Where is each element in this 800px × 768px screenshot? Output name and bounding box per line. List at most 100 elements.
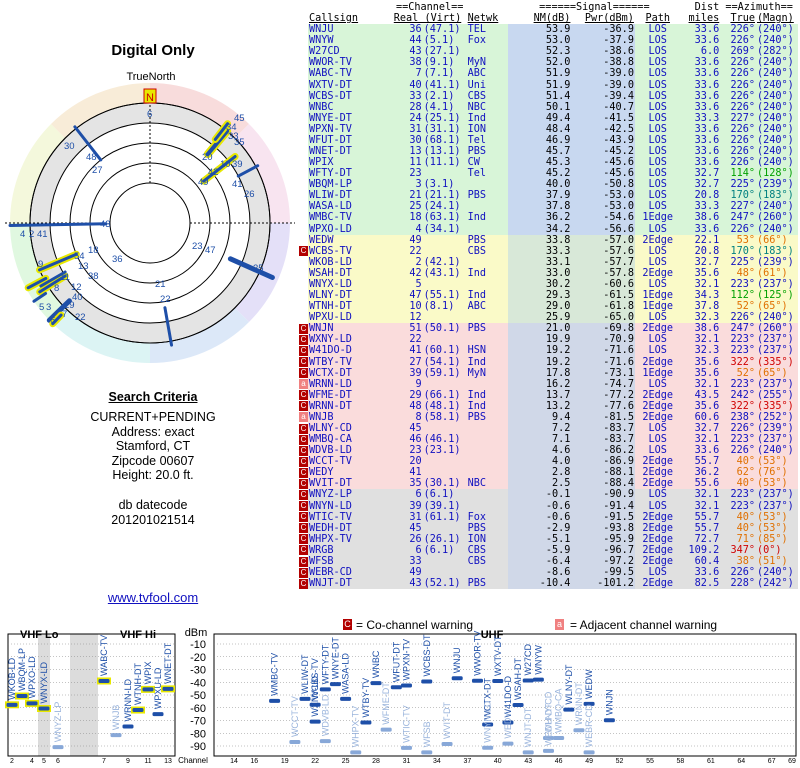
plot-title: Digital Only [111,42,195,59]
station-real-channel: 23 [392,445,423,457]
tvfool-link[interactable]: www.tvfool.com [107,590,199,605]
station-row[interactable]: WTNH-DT 10 (8.1) ABC 29.0 -61.8 1Edge 37.8 52° (6… [308,301,798,313]
station-row[interactable]: W27CD 43 (27.1) 52.3 -38.6 LOS 6.0 269° (282°) [308,46,798,58]
station-row[interactable]: WPXO-LD 4 (34.1) 34.2 -56.6 LOS 33.6 226° (240°) [308,223,798,235]
station-row[interactable]: WXNY-LD 22 19.9 -70.9 LOS 32.1 223° (237°) [308,334,798,346]
station-row[interactable]: W41DO-D 41 (60.1) HSN 19.2 -71.6 LOS 32.3 223° (2… [308,345,798,357]
station-row[interactable]: WRNN-LD 9 16.2 -74.7 LOS 32.1 223° (237°) [308,378,798,390]
station-power: -41.5 [571,112,635,124]
station-row[interactable]: WTBY-TV 27 (54.1) Ind 19.2 -71.6 2Edge 35.6 322°… [308,356,798,368]
station-row[interactable]: WLIW-DT 21 (21.1) PBS 37.9 -53.0 LOS 20.8 170° (1… [308,190,798,202]
station-row[interactable]: WFUT-DT 30 (68.1) Tel 46.9 -43.9 LOS 33.6 226° (2… [308,134,798,147]
station-nm: 4.0 [508,456,572,468]
station-row[interactable]: WCTX-DT 39 (59.1) MyN 17.8 -73.1 1Edge 35.6 52°(… [308,367,798,379]
station-row[interactable]: WCBS-TV 22 CBS 33.3 -57.6 LOS 20.8 170° (183°) [308,245,798,257]
station-row[interactable]: WKOB-LD 2 (42.1) 33.1 -57.7 LOS 32.7 225° (239°) [308,256,798,268]
station-row[interactable]: WNBC 28 (4.1) NBC 50.1 -40.7 LOS 33.6 226° (240°) [308,101,798,113]
station-true-azimuth: 226° [720,101,756,113]
uhf-station-mark [400,745,412,750]
station-real-channel: 39 [392,367,423,379]
station-row[interactable]: WNJU 36 (47.1) TEL 53.9 -36.9 LOS 33.6 226° (240°… [308,24,798,36]
station-label: WLNY-DT [564,664,574,705]
station-virtual-channel: (46.1) [422,434,467,446]
station-row[interactable]: WNJN 51 (50.1) PBS 21.0 -69.8 2Edge 38.6 247° (26… [308,323,798,335]
station-row[interactable]: WPXU-LD 12 25.9 -65.0 LOS 32.3 226° (240°) [308,312,798,324]
station-row[interactable]: WBQM-LP 3 (3.1) 40.0 -50.8 LOS 32.7 225° (239°) [308,179,798,191]
station-magnetic-azimuth: (240°) [755,201,798,213]
station-row[interactable]: WTIC-TV 31 (61.1) Fox -0.6 -91.5 2Edge 55.7 40°(… [308,511,798,523]
x-tick-label: 9 [126,758,130,765]
station-row[interactable]: WLNY-CD 45 7.2 -83.7 LOS 32.7 226° (239°) [308,422,798,435]
vhf-lo-label: VHF Lo [20,629,59,641]
station-distance: 32.1 [680,278,721,291]
station-power: -65.0 [571,312,635,324]
station-real-channel: 33 [392,90,423,102]
co-channel-warning-flag: C [299,390,308,401]
station-row[interactable]: WPXN-TV 31 (31.1) ION 48.4 -42.5 LOS 33.6 226° (2… [308,123,798,135]
station-row[interactable]: WXTV-DT 40 (41.1) Uni 51.9 -39.0 LOS 33.6 226° (2… [308,79,798,91]
uhf-station-mark [299,696,311,701]
station-power: -70.9 [571,334,635,346]
station-network: NBC [466,101,509,113]
station-true-azimuth: 238° [720,411,756,423]
station-callsign: WTBY-TV [308,356,393,368]
station-row[interactable]: WFME-DT 29 (66.1) Ind 13.7 -77.2 2Edge 43.5 242°… [308,389,798,401]
station-row[interactable]: WRNN-DT 48 (48.1) Ind 13.2 -77.6 2Edge 35.6 322°… [308,400,798,412]
station-row[interactable]: WEDY 41 2.8 -88.1 2Edge 36.2 62° (76°) [308,467,798,479]
station-row[interactable]: WHPX-TV 26 (26.1) ION -5.1 -95.9 2Edge 72.7 71°(… [308,533,798,545]
station-row[interactable]: WVIT-DT 35 (30.1) NBC 2.5 -88.4 2Edge 55.6 40° (5… [308,478,798,490]
station-nm: 17.8 [508,367,572,379]
station-row[interactable]: WDVB-LD 23 (23.1) 4.6 -86.2 LOS 33.6 226° (240°) [308,445,798,457]
station-row[interactable]: WNYE-DT 24 (25.1) Ind 49.4 -41.5 LOS 33.3 227° (2… [308,112,798,124]
station-row[interactable]: WEDW 49 PBS 33.8 -57.0 2Edge 22.1 53° (66°) [308,234,798,246]
station-callsign: WABC-TV [308,68,393,80]
station-distance: 55.6 [680,478,721,490]
station-path: 1Edge [634,367,681,379]
station-row[interactable]: WLNY-DT 47 (55.1) Ind 29.3 -61.5 1Edge 34.3 112°… [308,290,798,302]
station-row[interactable]: WSAH-DT 42 (43.1) Ind 33.0 -57.8 2Edge 35.6 48°(… [308,267,798,279]
station-label: WNJN [604,689,614,715]
station-row[interactable]: WNYZ-LP 6 (6.1) -0.1 -90.9 LOS 32.1 223° (237°) [308,489,798,501]
station-row[interactable]: WASA-LD 25 (24.1) 37.8 -53.0 LOS 33.3 227° (240°… [308,201,798,213]
station-row[interactable]: WABC-TV 7 (7.1) ABC 51.9 -39.0 LOS 33.6 226° (240… [308,68,798,80]
station-row[interactable]: WNJB 8 (58.1) PBS 9.4 -81.5 2Edge 60.6 238° (252°… [308,411,798,423]
station-row[interactable]: WNYX-LD 5 30.2 -60.6 LOS 32.1 223° (237°) [308,278,798,291]
station-virtual-channel: (4.1) [422,101,467,113]
header-miles: miles [680,13,721,25]
station-row[interactable]: WNYW 44 (5.1) Fox 53.0 -37.9 LOS 33.6 226° (240°) [308,35,798,47]
station-row[interactable]: WNYN-LD 39 (39.1) -0.6 -91.4 LOS 32.1 223° (237°… [308,500,798,512]
station-magnetic-azimuth: (240°) [755,79,798,91]
station-row[interactable]: WMBC-TV 18 (63.1) Ind 36.2 -54.6 1Edge 38.6 247°… [308,212,798,224]
station-virtual-channel: (9.1) [422,57,467,69]
station-row[interactable]: WEDH-DT 45 PBS -2.9 -93.8 2Edge 55.7 40° (53°) [308,522,798,534]
station-power: -57.7 [571,256,635,268]
station-callsign: WBQM-LP [308,179,393,191]
station-row[interactable]: WWOR-TV 38 (9.1) MyN 52.0 -38.8 LOS 33.6 226° (24… [308,57,798,69]
station-row[interactable]: WPIX 11 (11.1) CW 45.3 -45.6 LOS 33.6 226° (240°) [308,157,798,169]
uhf-station-mark [522,678,534,683]
station-true-azimuth: 223° [720,434,756,446]
station-magnetic-azimuth: (240°) [755,312,798,324]
station-row[interactable]: WRGB 6 (6.1) CBS -5.9 -96.7 2Edge 109.2 347° (0°) [308,544,798,556]
station-row[interactable]: WNJT-DT 43 (52.1) PBS -10.4 -101.2 2Edge 82.5 22… [308,578,798,590]
station-network [466,334,509,346]
station-row[interactable]: WFSB 33 CBS -6.4 -97.2 2Edge 60.4 38° (51°) [308,555,798,567]
station-row[interactable]: WMBQ-CA 46 (46.1) 7.1 -83.7 LOS 32.1 223° (237°) [308,434,798,446]
station-row[interactable]: WFTY-DT 23 Tel 45.2 -45.6 LOS 32.7 114° (128°) [308,168,798,180]
station-row[interactable]: WEBR-CD 49 -8.6 -99.5 LOS 33.6 226° (240°) [308,566,798,579]
station-path: LOS [634,24,681,36]
station-nm: 33.3 [508,245,572,257]
station-power: -96.7 [571,544,635,556]
station-ray-label: 49 [198,177,209,188]
station-network: PBS [466,190,509,202]
station-row[interactable]: WCCT-TV 20 4.0 -86.9 2Edge 55.7 40° (53°) [308,456,798,468]
station-ray [8,222,108,227]
header-channel-group: ==Channel== [392,2,467,14]
station-real-channel: 38 [392,57,423,69]
co-channel-warning-flag: C [299,556,308,567]
station-network: Ind [466,400,509,412]
station-ray-label: 34 [226,122,237,133]
station-label: WLIW-DT [300,654,310,694]
station-row[interactable]: WNET-DT 13 (13.1) PBS 45.7 -45.2 LOS 33.6 226° (2… [308,146,798,158]
station-row[interactable]: WCBS-DT 33 (2.1) CBS 51.4 -39.4 LOS 33.6 226° (24… [308,90,798,102]
